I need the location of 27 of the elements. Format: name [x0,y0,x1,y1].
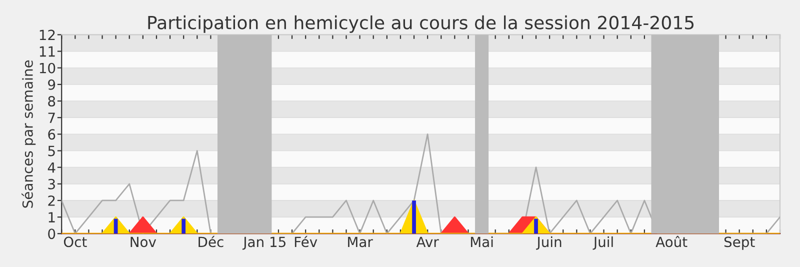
x-tick-label: Nov [130,236,156,248]
y-tick-label: 0 [48,228,56,240]
y-tick-label: 7 [48,112,55,123]
x-tick-label: Avr [416,236,439,247]
x-tick-label: Juin [536,236,562,250]
y-tick-label: 10 [40,62,56,74]
y-tick-label: 11 [40,46,55,57]
x-tick-label: Oct [64,236,87,248]
x-tick-label: Déc [198,236,224,248]
x-tick-label: Mar [348,236,373,248]
x-tick-label: Jan 15 [242,236,286,250]
x-tick-label: Sept [724,236,755,250]
x-tick-label: Juil [592,236,613,250]
y-tick-label: 9 [48,79,56,90]
y-tick-label: 4 [48,162,56,173]
y-tick-label: 5 [48,146,55,156]
y-tick-label: 3 [48,178,55,190]
x-tick-label: Mai [470,236,493,248]
y-tick-label: 1 [48,212,55,222]
y-tick-label: 8 [48,96,56,106]
x-tick-label: Fév [294,236,318,248]
y-tick-label: 12 [40,30,55,40]
chart-title: Participation en hemicycle au cours de la session 2014-2015 [148,15,694,33]
y-tick-label: 6 [48,129,56,140]
y-axis-title: Séances par semaine [22,60,36,208]
y-tick-label: 2 [48,195,55,206]
x-tick-label: Août [656,236,688,248]
